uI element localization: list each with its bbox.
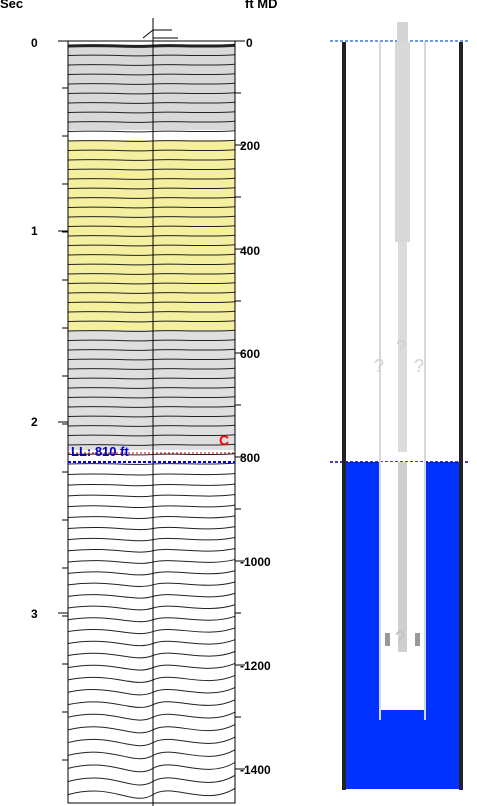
echo-stroke-65 — [67, 699, 236, 708]
depth-tick-200: 200 — [240, 139, 261, 153]
fluid-column — [345, 462, 460, 789]
echo-stroke-71 — [67, 774, 236, 786]
casing-wall-right — [459, 42, 463, 790]
pump-right — [415, 633, 420, 646]
time-tick-1: 1 — [31, 224, 38, 238]
echo-stroke-9 — [67, 130, 236, 133]
tubing-outline — [379, 42, 426, 720]
echo-stroke-46 — [67, 483, 236, 487]
surface-spike — [142, 29, 178, 39]
echo-stroke-48 — [67, 504, 236, 509]
grey-band-1 — [68, 330, 235, 450]
echo-stroke-52 — [67, 548, 236, 553]
depth-tick-400: 400 — [240, 244, 261, 258]
echo-stroke-62 — [67, 662, 236, 671]
echo-stroke-56 — [67, 592, 236, 599]
unknown-mark-3: ? — [414, 356, 424, 376]
echo-stroke-55 — [67, 581, 236, 587]
echo-stroke-58 — [67, 615, 236, 623]
echo-stroke-66 — [67, 711, 236, 721]
grey-band-0 — [68, 46, 235, 130]
echo-stroke-61 — [67, 651, 236, 659]
echo-stroke-54 — [67, 570, 236, 576]
rod-top — [397, 22, 408, 42]
depth-tick-600: 600 — [240, 347, 261, 361]
depth-tick-1200: -1200 — [240, 659, 271, 673]
echo-trace-panel: LL: 810 ft C — [58, 18, 245, 806]
tubing-interior — [380, 462, 425, 710]
rod-lower — [398, 242, 407, 452]
unknown-mark-4: ? — [395, 628, 405, 648]
echo-stroke-70 — [67, 762, 236, 773]
echo-stroke-68 — [67, 736, 236, 747]
depth-axis-header: ft MD — [245, 0, 278, 11]
echo-stroke-69 — [67, 749, 236, 760]
echo-stroke-45 — [67, 473, 236, 476]
rod-upper — [395, 42, 410, 242]
depth-tick-1000: -1000 — [240, 555, 271, 569]
echo-stroke-0 — [67, 43, 236, 48]
echo-stroke-59 — [67, 627, 236, 635]
echo-stroke-47 — [67, 494, 236, 498]
casing-wall-left — [342, 42, 346, 790]
pump-left — [385, 633, 390, 646]
echo-stroke-67 — [67, 724, 236, 734]
time-tick-2: 2 — [31, 415, 38, 429]
highlight-band — [68, 140, 235, 330]
echo-stroke-53 — [67, 559, 236, 564]
time-tick-3: 3 — [31, 607, 38, 621]
time-tick-0: 0 — [31, 36, 38, 50]
echo-stroke-60 — [67, 639, 236, 647]
unknown-mark-2: ? — [374, 356, 384, 376]
collar-flag: C — [219, 432, 229, 448]
depth-tick-0: 0 — [246, 36, 253, 50]
echo-stroke-57 — [67, 604, 236, 611]
echo-stroke-72 — [67, 787, 236, 799]
echo-stroke-50 — [67, 526, 236, 531]
rod-bottom — [398, 462, 407, 652]
liquid-level-label: LL: 810 ft — [71, 444, 129, 459]
depth-tick-1400: -1400 — [240, 763, 271, 777]
echo-stroke-63 — [67, 675, 236, 683]
echo-stroke-64 — [67, 687, 236, 696]
echo-stroke-44 — [67, 462, 236, 465]
echo-stroke-51 — [67, 537, 236, 542]
echo-stroke-49 — [67, 515, 236, 520]
time-axis-header: Sec — [0, 0, 24, 11]
depth-tick-800: 800 — [240, 451, 261, 465]
unknown-mark-1: ? — [396, 337, 406, 357]
